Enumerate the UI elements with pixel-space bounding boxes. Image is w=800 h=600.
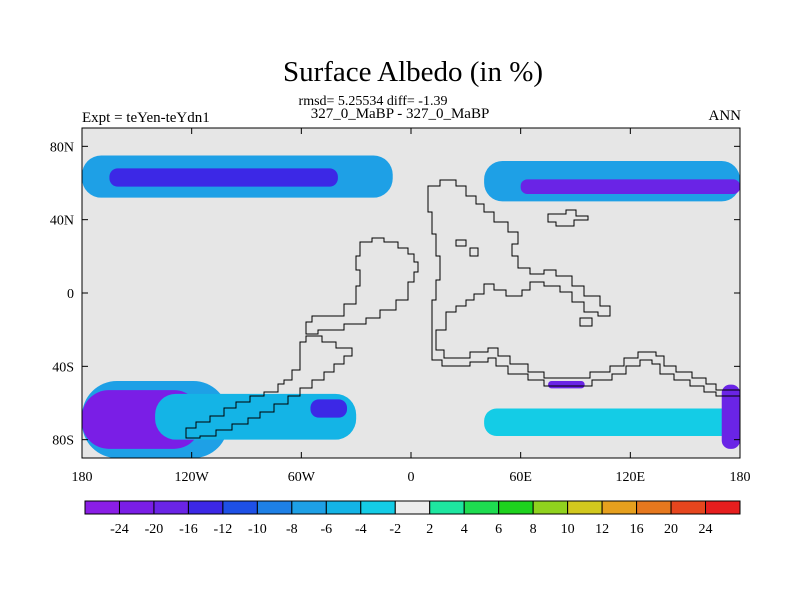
region-southern-strip-west — [155, 393, 357, 440]
region-southern-strip-core — [310, 399, 348, 418]
y-tick-label: 40N — [50, 214, 74, 229]
colorbar-label: 12 — [595, 522, 609, 537]
region-northern-band-east-core — [520, 179, 740, 194]
colorbar-swatch — [498, 500, 534, 515]
island-outline-northeast — [547, 209, 589, 227]
x-tick-label: 120E — [616, 470, 646, 485]
colorbar-label: -2 — [389, 522, 401, 537]
x-tick-label: 120W — [175, 470, 210, 485]
continent-outline-east — [427, 179, 740, 397]
colorbar-label: 20 — [664, 522, 678, 537]
x-tick-label: 60W — [288, 470, 316, 485]
region-southern-band-east-core — [721, 384, 740, 449]
colorbar-label: -24 — [110, 522, 129, 537]
colorbar-swatch — [325, 500, 362, 515]
season-label: ANN — [708, 108, 742, 124]
colorbar-label: 4 — [461, 522, 468, 537]
island-outline-small — [455, 239, 593, 327]
colorbar-label: 8 — [530, 522, 537, 537]
colorbar-label: -8 — [286, 522, 298, 537]
colorbar-label: -4 — [355, 522, 367, 537]
colorbar-swatch — [360, 500, 396, 515]
colorbar-swatch — [601, 500, 638, 515]
colorbar-swatch — [429, 500, 465, 515]
region-southern-band-east — [484, 408, 740, 436]
colorbar-label: 2 — [426, 522, 433, 537]
colorbar-label: -20 — [145, 522, 164, 537]
colorbar-label: 10 — [561, 522, 575, 537]
region-northern-band-west-core — [109, 168, 338, 187]
y-tick-label: 80S — [52, 434, 74, 449]
colorbar-swatch — [532, 500, 569, 515]
chart-title: Surface Albedo (in %) — [282, 56, 544, 88]
y-tick-label: 40S — [52, 360, 74, 375]
y-axis-ticks: 80N 40N 0 40S 80S — [50, 140, 740, 449]
colorbar-swatch — [636, 500, 672, 515]
colorbar-swatch — [705, 500, 741, 515]
colorbar-swatch — [463, 500, 500, 515]
y-tick-label: 80N — [50, 140, 74, 155]
colorbar-label: -16 — [179, 522, 198, 537]
colorbar-label: 6 — [495, 522, 502, 537]
colorbar-label: -6 — [320, 522, 332, 537]
region-southern-small-patch — [548, 381, 585, 389]
x-tick-label: 0 — [408, 470, 415, 485]
stats-line: rmsd= 5.25534 diff= -1.39 — [298, 94, 448, 109]
x-axis-ticks: 180 120W 60W 0 60E 120E 180 — [72, 128, 751, 485]
coastline-outline — [185, 179, 740, 439]
colorbar: -24 -20 -16 -12 -10 -8 -6 -4 -2 2 4 6 8 10 12 16 20 24 — [84, 500, 741, 537]
colorbar-label: 16 — [630, 522, 644, 537]
x-tick-label: 180 — [730, 470, 751, 485]
colorbar-swatch — [256, 500, 293, 515]
experiment-label: Expt = teYen-teYdn1 — [82, 110, 210, 126]
colorbar-swatch — [118, 500, 155, 515]
x-tick-label: 60E — [509, 470, 532, 485]
colorbar-swatch — [670, 500, 707, 515]
colorbar-swatch — [187, 500, 224, 515]
colorbar-swatch — [222, 500, 258, 515]
colorbar-swatch — [567, 500, 603, 515]
colorbar-label: -12 — [214, 522, 233, 537]
y-tick-label: 0 — [67, 287, 74, 302]
chart-subtitle: 327_0_MaBP - 327_0_MaBP — [310, 106, 490, 122]
continent-outline-west — [185, 237, 419, 439]
x-tick-label: 180 — [72, 470, 93, 485]
colorbar-label: -10 — [248, 522, 267, 537]
colorbar-swatch — [84, 500, 120, 515]
colorbar-label: 24 — [699, 522, 713, 537]
colorbar-swatch — [291, 500, 327, 515]
colorbar-swatch — [153, 500, 189, 515]
map-regions — [82, 155, 740, 458]
colorbar-swatch — [394, 500, 431, 515]
